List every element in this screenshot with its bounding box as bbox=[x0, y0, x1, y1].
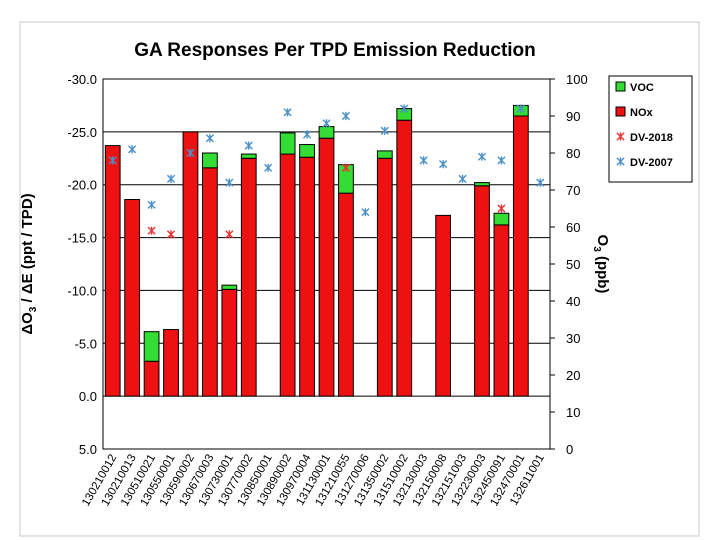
bar-voc bbox=[143, 331, 160, 362]
left-tick-label: 5.0 bbox=[79, 442, 97, 457]
left-tick-label: -10.0 bbox=[67, 283, 97, 298]
marker-dv2018 bbox=[147, 226, 156, 235]
right-tick-label: 90 bbox=[566, 109, 580, 124]
marker-dv2007 bbox=[166, 174, 176, 183]
marker-dv2007 bbox=[244, 141, 253, 150]
bar-nox bbox=[299, 156, 315, 397]
right-tick-label: 0 bbox=[566, 442, 573, 457]
marker-dv2007 bbox=[380, 126, 389, 135]
marker-dv2007 bbox=[361, 208, 370, 217]
bar-nox bbox=[143, 360, 160, 397]
marker-dv2007 bbox=[186, 148, 195, 158]
legend-label: DV-2018 bbox=[630, 132, 673, 144]
bar-nox bbox=[163, 329, 179, 397]
chart-title: GA Responses Per TPD Emission Reduction bbox=[134, 40, 536, 61]
legend-swatch-nox bbox=[615, 106, 626, 117]
marker-dv2007 bbox=[536, 178, 545, 187]
marker-dv2007 bbox=[516, 104, 525, 113]
bar-voc bbox=[240, 153, 257, 159]
bar-nox bbox=[279, 153, 296, 397]
bar-nox bbox=[221, 288, 238, 397]
bar-nox bbox=[240, 157, 257, 397]
left-axis: -30.0 -25.0 -20.0 -15.0 -10.0 -5.0 0.0 5.0 bbox=[67, 72, 97, 457]
left-tick-label: -20.0 bbox=[67, 178, 97, 193]
marker-dv2007 bbox=[341, 111, 351, 121]
marker-dv2007 bbox=[497, 156, 506, 165]
right-tick-label: 50 bbox=[566, 257, 580, 272]
marker-dv2018 bbox=[497, 204, 506, 213]
right-axis-label: O3 (ppb) bbox=[591, 235, 611, 294]
right-tick-label: 20 bbox=[566, 368, 580, 383]
bar-voc bbox=[376, 150, 393, 159]
bar-nox bbox=[512, 115, 529, 397]
marker-dv2018 bbox=[341, 163, 351, 172]
bars bbox=[104, 104, 529, 397]
bar-nox bbox=[474, 185, 490, 397]
marker-dv2007 bbox=[205, 134, 214, 143]
right-tick-label: 40 bbox=[566, 294, 580, 309]
marker-dv2007 bbox=[264, 163, 273, 172]
marker-dv2018 bbox=[166, 230, 176, 239]
bar-nox bbox=[396, 119, 413, 397]
bar-nox bbox=[376, 157, 393, 397]
bar-voc bbox=[221, 284, 238, 290]
bar-nox bbox=[182, 131, 199, 397]
right-tick-label: 100 bbox=[566, 72, 588, 87]
marker-dv2007 bbox=[458, 174, 467, 183]
marker-dv2007 bbox=[225, 178, 234, 187]
bar-nox bbox=[124, 199, 141, 397]
right-tick-label: 60 bbox=[566, 220, 580, 235]
right-tick-label: 70 bbox=[566, 183, 580, 198]
legend: VOC NOx DV-2018 DV-2007 bbox=[608, 75, 693, 183]
marker-dv2007 bbox=[302, 130, 312, 139]
legend-swatch-dv-2007 bbox=[616, 157, 625, 166]
bar-nox bbox=[493, 224, 510, 397]
left-tick-label: -5.0 bbox=[75, 336, 97, 351]
marker-dv2007 bbox=[147, 200, 156, 209]
left-axis-label: ΔO3 / ΔE (ppt / TPD) bbox=[19, 193, 39, 334]
marker-dv2007 bbox=[439, 160, 448, 169]
markers bbox=[108, 104, 545, 239]
bar-voc bbox=[474, 182, 490, 187]
bar-voc bbox=[318, 126, 335, 139]
marker-dv2007 bbox=[128, 145, 137, 154]
bar-voc bbox=[202, 152, 218, 169]
marker-dv2007 bbox=[477, 152, 487, 161]
left-tick-label: -30.0 bbox=[67, 72, 97, 87]
bar-voc bbox=[493, 212, 510, 226]
left-tick-label: -25.0 bbox=[67, 125, 97, 140]
bar-nox bbox=[318, 137, 335, 397]
marker-dv2007 bbox=[400, 104, 409, 113]
legend-swatch-dv-2018 bbox=[616, 132, 625, 141]
right-tick-label: 30 bbox=[566, 331, 580, 346]
marker-dv2018 bbox=[225, 230, 234, 239]
right-tick-label: 10 bbox=[566, 405, 580, 420]
legend-label: VOC bbox=[630, 82, 654, 94]
bar-nox bbox=[104, 145, 121, 397]
bar-nox bbox=[202, 167, 218, 397]
legend-swatch-voc bbox=[615, 81, 626, 92]
marker-dv2007 bbox=[322, 119, 331, 128]
bar-nox bbox=[338, 192, 354, 397]
bar-voc bbox=[279, 132, 296, 155]
marker-dv2007 bbox=[419, 156, 428, 165]
right-tick-label: 80 bbox=[566, 146, 580, 161]
left-tick-label: 0.0 bbox=[79, 389, 97, 404]
marker-dv2007 bbox=[283, 108, 292, 117]
bar-nox bbox=[435, 214, 451, 397]
legend-label: DV-2007 bbox=[630, 157, 673, 169]
left-tick-label: -15.0 bbox=[67, 231, 97, 246]
marker-dv2007 bbox=[108, 156, 117, 165]
bar-voc bbox=[299, 144, 315, 158]
legend-label: NOx bbox=[630, 107, 654, 119]
